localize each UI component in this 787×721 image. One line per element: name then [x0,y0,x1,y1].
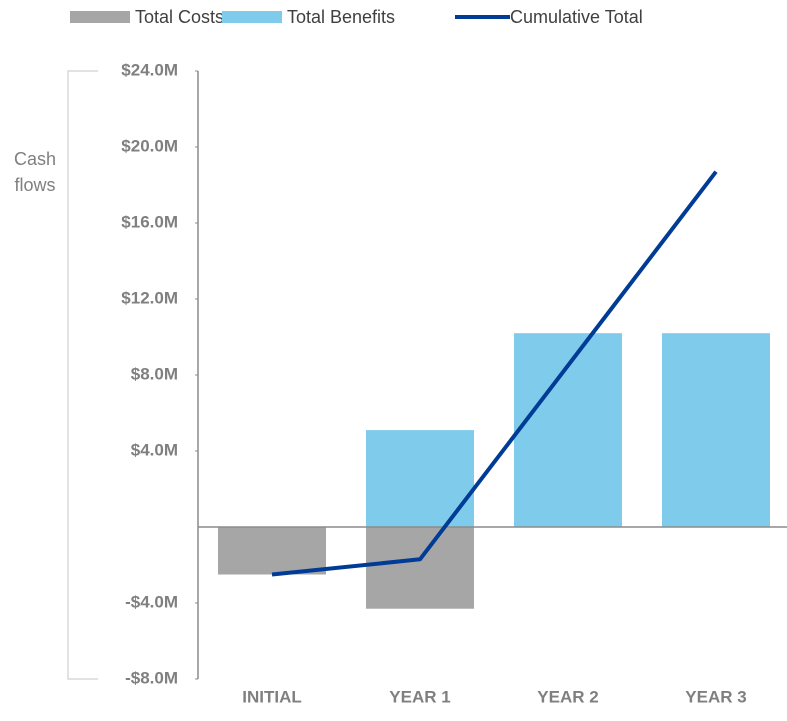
y-tick-label: -$8.0M [125,668,178,687]
line [271,170,718,577]
y-tick-label: $8.0M [131,364,178,383]
y-tick-label: $24.0M [121,60,178,79]
legend-label: Total Benefits [287,7,395,27]
y-tick-label: $20.0M [121,136,178,155]
x-tick-label: INITIAL [242,687,302,706]
y-tick-label: $12.0M [121,288,178,307]
bar [366,527,474,609]
x-tick-label: YEAR 2 [537,687,598,706]
x-tick-label: YEAR 3 [685,687,746,706]
y-tick-label: $16.0M [121,212,178,231]
legend-swatch [70,11,130,23]
y-axis-label: Cash flows [13,149,57,195]
bar [662,333,770,527]
legend-swatch [222,11,282,23]
axis-bracket [67,70,98,680]
bar [218,527,326,575]
legend-label: Cumulative Total [510,7,643,27]
x-tick-label: YEAR 1 [389,687,450,706]
y-tick-label: -$4.0M [125,592,178,611]
legend-label: Total Costs [135,7,224,27]
y-tick-label: $4.0M [131,440,178,459]
